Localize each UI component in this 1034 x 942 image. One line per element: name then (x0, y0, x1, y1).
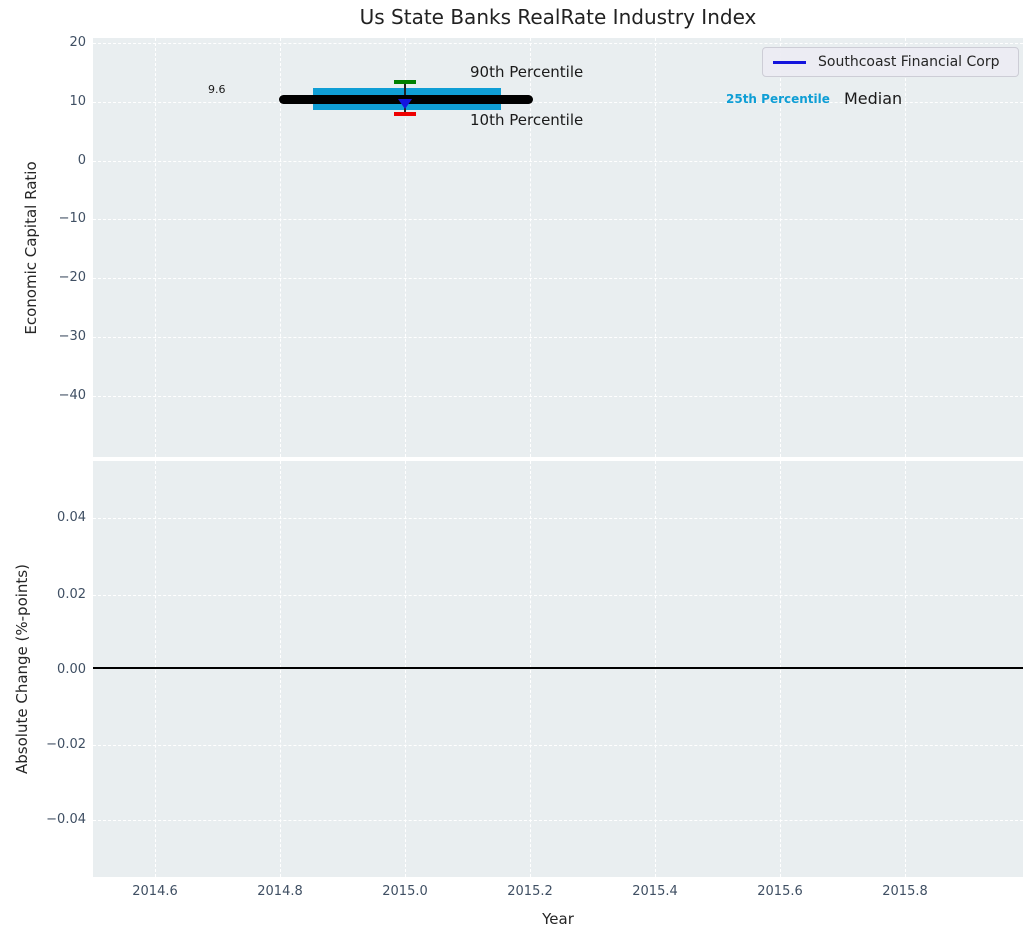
p10-annotation: 10th Percentile (470, 111, 584, 129)
gridline-h (93, 161, 1023, 162)
x-axis-label: Year (542, 910, 574, 928)
gridline-v (405, 38, 406, 457)
p90-annotation: 90th Percentile (470, 63, 584, 81)
y-axis-label-top: Economic Capital Ratio (22, 161, 40, 335)
ytick-label: 0 (77, 153, 86, 168)
gridline-v (905, 38, 906, 457)
legend-label: Southcoast Financial Corp (818, 54, 1000, 70)
xtick-label: 2014.6 (132, 884, 178, 899)
y-axis-label-bottom: Absolute Change (%-points) (13, 564, 31, 774)
value-annotation: 9.6 (208, 83, 226, 96)
ytick-label: −20 (58, 270, 86, 285)
xtick-label: 2015.4 (632, 884, 678, 899)
xtick-label: 2014.8 (257, 884, 303, 899)
ytick-label: 20 (69, 35, 86, 50)
p25-annotation: 25th Percentile (726, 92, 830, 106)
p10-cap-marker (394, 112, 416, 116)
gridline-v (405, 461, 406, 877)
gridline-h (93, 396, 1023, 397)
xtick-label: 2015.0 (382, 884, 428, 899)
gridline-h (93, 745, 1023, 746)
ytick-label: −40 (58, 388, 86, 403)
gridline-h (93, 595, 1023, 596)
ytick-label: 0.04 (57, 510, 86, 525)
ytick-label: −0.04 (46, 812, 86, 827)
gridline-v (905, 461, 906, 877)
xtick-label: 2015.8 (882, 884, 928, 899)
ytick-label: 0.02 (57, 587, 86, 602)
median-annotation: Median (844, 89, 903, 108)
ytick-label: −10 (58, 211, 86, 226)
gridline-h (93, 337, 1023, 338)
zero-line (93, 667, 1023, 669)
ytick-label: −30 (58, 329, 86, 344)
bottom-plot-area (93, 461, 1023, 877)
gridline-h (93, 43, 1023, 44)
gridline-h (93, 820, 1023, 821)
gridline-v (530, 461, 531, 877)
gridline-v (655, 38, 656, 457)
ytick-label: 10 (69, 94, 86, 109)
xtick-label: 2015.6 (757, 884, 803, 899)
ytick-label: 0.00 (57, 662, 86, 677)
gridline-v (655, 461, 656, 877)
gridline-h (93, 219, 1023, 220)
legend: Southcoast Financial Corp (762, 47, 1019, 77)
gridline-h (93, 102, 1023, 103)
gridline-v (780, 461, 781, 877)
gridline-v (780, 38, 781, 457)
gridline-h (93, 518, 1023, 519)
gridline-v (155, 38, 156, 457)
xtick-label: 2015.2 (507, 884, 553, 899)
chart-title: Us State Banks RealRate Industry Index (359, 5, 757, 29)
ytick-label: −0.02 (46, 737, 86, 752)
company-triangle-marker (398, 99, 412, 109)
gridline-v (155, 461, 156, 877)
legend-line-sample (773, 60, 806, 64)
gridline-v (280, 461, 281, 877)
gridline-v (280, 38, 281, 457)
gridline-h (93, 278, 1023, 279)
gridline-v (530, 38, 531, 457)
top-plot-area (93, 38, 1023, 457)
p90-cap-marker (394, 80, 416, 84)
